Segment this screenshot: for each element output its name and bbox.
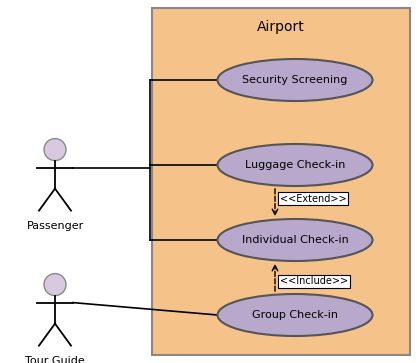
Text: Group Check-in: Group Check-in [252, 310, 338, 320]
Circle shape [44, 274, 66, 295]
Text: Airport: Airport [257, 20, 305, 34]
Text: <<Extend>>: <<Extend>> [280, 193, 347, 204]
FancyBboxPatch shape [152, 8, 410, 355]
Text: Security Screening: Security Screening [242, 75, 348, 85]
Text: <<Include>>: <<Include>> [280, 277, 348, 286]
Ellipse shape [217, 144, 372, 186]
Text: Passenger: Passenger [26, 221, 84, 231]
Text: Luggage Check-in: Luggage Check-in [245, 160, 345, 170]
Circle shape [44, 139, 66, 160]
Text: Individual Check-in: Individual Check-in [242, 235, 348, 245]
Ellipse shape [217, 294, 372, 336]
Ellipse shape [217, 219, 372, 261]
Ellipse shape [217, 59, 372, 101]
Text: Tour Guide: Tour Guide [25, 356, 85, 363]
